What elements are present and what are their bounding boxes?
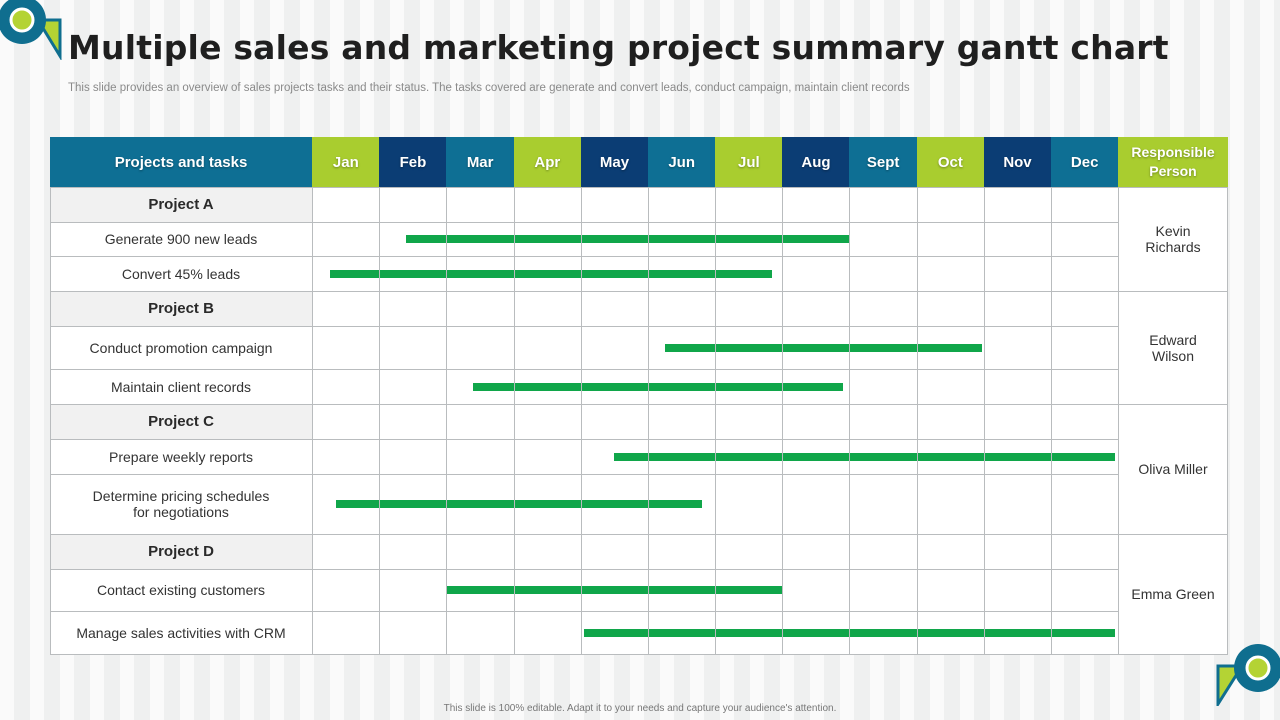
grid-line bbox=[50, 256, 1118, 257]
gantt-bar bbox=[614, 452, 1115, 461]
task-label: Generate 900 new leads bbox=[104, 231, 258, 247]
grid-line bbox=[50, 291, 1118, 292]
grid-line bbox=[312, 187, 313, 654]
grid-line bbox=[50, 187, 1118, 188]
grid-line bbox=[50, 222, 1118, 223]
grid-line bbox=[513, 187, 515, 654]
grid-line bbox=[580, 187, 582, 654]
project-title: Project B bbox=[50, 291, 312, 326]
grid-line bbox=[50, 534, 1118, 535]
grid-line bbox=[849, 187, 851, 654]
task-label: Maintain client records bbox=[110, 378, 252, 395]
month-header: Feb bbox=[379, 137, 447, 187]
grid-line bbox=[50, 404, 1118, 405]
grid-line bbox=[50, 611, 1118, 612]
grid-line bbox=[715, 187, 716, 654]
grid-line bbox=[1227, 187, 1228, 654]
grid-line bbox=[1118, 187, 1119, 654]
month-header: Jul bbox=[715, 137, 783, 187]
responsible-person: Oliva Miller bbox=[1138, 461, 1208, 477]
grid-line bbox=[379, 187, 381, 654]
task-label: Conduct promotion campaign bbox=[89, 339, 273, 356]
gantt-chart: Projects and tasks Jan Feb Mar Apr May Jun Jul A… bbox=[50, 137, 1228, 655]
month-header: Sept bbox=[849, 137, 917, 187]
project-title: Project C bbox=[50, 404, 312, 439]
task-label: Contact existing customers bbox=[96, 582, 266, 598]
month-header: Mar bbox=[446, 137, 514, 187]
gantt-bar bbox=[335, 500, 702, 508]
month-header: May bbox=[580, 137, 649, 187]
month-header: Aug bbox=[782, 137, 850, 187]
task-label: Convert 45% leads bbox=[121, 265, 241, 282]
month-header: Oct bbox=[916, 137, 985, 187]
responsible-person: Edward Wilson bbox=[1149, 331, 1197, 364]
month-header: Jun bbox=[647, 137, 716, 187]
logo-icon bbox=[1216, 644, 1280, 706]
header-projects-and-tasks: Projects and tasks bbox=[50, 137, 312, 187]
task-label: Prepare weekly reports bbox=[109, 448, 253, 465]
gantt-bar bbox=[473, 382, 843, 391]
grid-line bbox=[1050, 187, 1052, 654]
responsible-person: Emma Green bbox=[1131, 586, 1215, 602]
footer-note: This slide is 100% editable. Adapt it to… bbox=[443, 703, 837, 714]
header-responsible-person: Responsible Person bbox=[1118, 137, 1228, 187]
grid-line bbox=[50, 326, 1118, 327]
task-label: Determine pricing schedules for negotiat… bbox=[92, 488, 270, 520]
grid-line bbox=[50, 369, 1118, 370]
project-title: Project A bbox=[50, 187, 312, 222]
month-header: Dec bbox=[1050, 137, 1119, 187]
grid-line bbox=[50, 569, 1118, 570]
grid-line bbox=[50, 654, 1118, 655]
month-header: Jan bbox=[312, 137, 380, 187]
gantt-bar bbox=[584, 628, 1115, 637]
grid-line bbox=[50, 474, 1118, 475]
grid-line bbox=[1118, 534, 1228, 535]
grid-line bbox=[1118, 404, 1228, 405]
grid-line bbox=[1118, 654, 1228, 655]
gantt-bar bbox=[664, 343, 983, 352]
month-header: Nov bbox=[983, 137, 1052, 187]
grid-line bbox=[647, 187, 649, 654]
responsible-person: Kevin Richards bbox=[1145, 223, 1201, 255]
grid-line bbox=[1118, 291, 1228, 292]
grid-line bbox=[50, 439, 1118, 440]
grid-line bbox=[782, 187, 784, 654]
grid-line bbox=[1118, 187, 1228, 188]
gantt-bar bbox=[446, 586, 783, 594]
grid-line bbox=[50, 187, 51, 654]
page-title: Multiple sales and marketing project sum… bbox=[68, 28, 1169, 67]
month-header: Apr bbox=[513, 137, 582, 187]
gantt-bar bbox=[330, 269, 773, 278]
grid-line bbox=[446, 187, 448, 654]
page-subtitle: This slide provides an overview of sales… bbox=[68, 82, 910, 94]
gantt-bar bbox=[406, 235, 850, 243]
logo-icon bbox=[0, 0, 62, 60]
project-title: Project D bbox=[50, 534, 312, 569]
grid-line bbox=[983, 187, 985, 654]
grid-line bbox=[916, 187, 918, 654]
task-label: Manage sales activities with CRM bbox=[76, 624, 286, 641]
